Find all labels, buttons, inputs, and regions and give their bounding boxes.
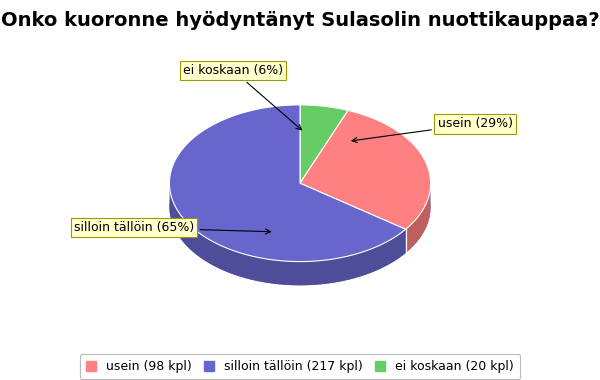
Polygon shape — [169, 173, 406, 285]
Text: Onko kuoronne hyödyntänyt Sulasolin nuottikauppaa?: Onko kuoronne hyödyntänyt Sulasolin nuot… — [1, 11, 599, 30]
Text: usein (29%): usein (29%) — [352, 117, 512, 142]
Polygon shape — [406, 172, 431, 253]
Legend: usein (98 kpl), silloin tällöin (217 kpl), ei koskaan (20 kpl): usein (98 kpl), silloin tällöin (217 kpl… — [80, 354, 520, 379]
Polygon shape — [300, 105, 348, 183]
Text: silloin tällöin (65%): silloin tällöin (65%) — [74, 221, 271, 234]
Polygon shape — [300, 110, 431, 229]
Text: ei koskaan (6%): ei koskaan (6%) — [183, 64, 301, 130]
Polygon shape — [169, 183, 431, 285]
Polygon shape — [169, 105, 406, 261]
